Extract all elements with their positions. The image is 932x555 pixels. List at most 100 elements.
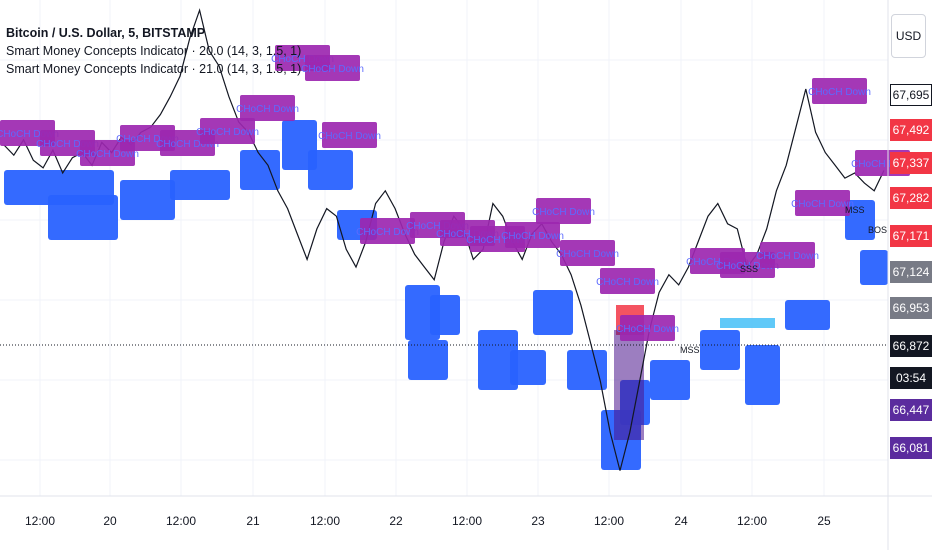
choch-label-box xyxy=(795,190,850,216)
price-axis-label: 67,282 xyxy=(890,187,932,209)
bullish-order-block xyxy=(510,350,546,385)
bullish-order-block xyxy=(430,295,460,335)
choch-label-text: CHoCH Down xyxy=(36,139,99,150)
choch-label-text: CHoCH Down xyxy=(156,139,219,150)
bullish-order-block xyxy=(845,200,875,240)
cyan-zone xyxy=(720,318,775,328)
bullish-order-block xyxy=(567,350,607,390)
choch-label-text: CHoCH Down xyxy=(271,54,334,65)
bullish-order-block xyxy=(120,180,175,220)
bullish-order-block xyxy=(240,150,280,190)
bullish-order-block xyxy=(170,170,230,200)
choch-label-box xyxy=(200,118,255,144)
chart-legend: Bitcoin / U.S. Dollar, 5, BITSTAMP Smart… xyxy=(6,24,301,78)
choch-label-text: CHoCH Down xyxy=(236,104,299,115)
choch-label-box xyxy=(560,240,615,266)
indicator-legend-2[interactable]: Smart Money Concepts Indicator · 21.0 (1… xyxy=(6,62,302,76)
choch-label-box xyxy=(240,95,295,121)
choch-label-text: CHoCH Down xyxy=(716,261,779,272)
choch-down-label: CHoCH Down xyxy=(501,222,564,248)
time-axis-label: 24 xyxy=(674,514,688,528)
choch-label-box xyxy=(760,242,815,268)
choch-down-label: CHoCH Down xyxy=(616,315,679,341)
choch-down-label: CHoCH Down xyxy=(301,55,364,81)
choch-label-box xyxy=(505,222,560,248)
time-axis-label: 20 xyxy=(103,514,117,528)
order-blocks xyxy=(4,120,888,470)
structure-annotation: SSS xyxy=(740,264,758,274)
choch-label-text: CHoCH Down xyxy=(686,257,749,268)
structure-annotation: MSS xyxy=(845,205,865,215)
symbol-title[interactable]: Bitcoin / U.S. Dollar, 5, BITSTAMP xyxy=(6,26,206,40)
choch-label-text: CHoCH Down xyxy=(556,249,619,260)
choch-label-box xyxy=(600,268,655,294)
choch-down-label: CHoCH Down xyxy=(236,95,299,121)
bullish-order-block xyxy=(650,360,690,400)
time-axis-label: 12:00 xyxy=(451,514,483,528)
time-axis-label: 12:00 xyxy=(309,514,341,528)
choch-down-label: CHoCH Down xyxy=(356,218,419,244)
choch-down-label: CHoCH Down xyxy=(791,190,854,216)
choch-label-text: CHoCH Down xyxy=(851,159,914,170)
currency-button[interactable]: USD xyxy=(891,14,926,58)
choch-down-label: CHoCH Down xyxy=(808,78,871,104)
choch-label-text: CHoCH Down xyxy=(301,64,364,75)
structure-annotation: BOS xyxy=(868,225,887,235)
choch-down-label: CHoCH Down xyxy=(196,118,259,144)
bullish-order-block xyxy=(408,340,448,380)
time-axis-label: 23 xyxy=(531,514,545,528)
choch-label-text: CHoCH Down xyxy=(406,221,469,232)
bullish-order-block xyxy=(745,345,780,405)
choch-down-label: CHoCH Down xyxy=(532,198,595,224)
indicator-legend-1[interactable]: Smart Money Concepts Indicator · 20.0 (1… xyxy=(6,44,302,58)
price-axis-label: 66,081 xyxy=(890,437,932,459)
price-axis-label: 67,124 xyxy=(890,261,932,283)
time-axis-label: 12:00 xyxy=(24,514,56,528)
price-axis-label: 67,337 xyxy=(890,152,932,174)
choch-label-text: CHoCH Down xyxy=(501,231,564,242)
choch-label-text: CHoCH Down xyxy=(596,277,659,288)
choch-label-text: CHoCH Down xyxy=(616,324,679,335)
choch-label-text: CHoCH Down xyxy=(116,134,179,145)
choch-label-text: CHoCH Down xyxy=(808,87,871,98)
bullish-order-block xyxy=(308,150,353,190)
time-axis-label: 22 xyxy=(389,514,403,528)
bullish-order-block xyxy=(860,250,888,285)
time-axis-label: 12:00 xyxy=(593,514,625,528)
choch-label-text: CHoCH Down xyxy=(196,127,259,138)
choch-label-text: CHoCH Down xyxy=(756,251,819,262)
time-axis-label: 12:00 xyxy=(736,514,768,528)
choch-label-text: CHoCH Down xyxy=(466,235,529,246)
choch-label-box xyxy=(620,315,675,341)
choch-down-label: CHoCH Down xyxy=(596,268,659,294)
choch-label-text: CHoCH Down xyxy=(532,207,595,218)
time-axis-label: 12:00 xyxy=(165,514,197,528)
price-axis-label: 66,447 xyxy=(890,399,932,421)
choch-label-box xyxy=(360,218,415,244)
bullish-order-block xyxy=(48,195,118,240)
choch-label-text: CHoCH Down xyxy=(356,227,419,238)
choch-label-text: CHoCH Down xyxy=(318,131,381,142)
bullish-order-block xyxy=(700,330,740,370)
choch-label-box xyxy=(536,198,591,224)
choch-label-box xyxy=(305,55,360,81)
choch-label-text: CHoCH Down xyxy=(791,199,854,210)
price-axis-label: 03:54 xyxy=(890,367,932,389)
price-axis-label: 67,171 xyxy=(890,225,932,247)
time-axis-label: 25 xyxy=(817,514,831,528)
choch-label-text: CHoCH Down xyxy=(0,129,59,140)
price-axis-label: 66,953 xyxy=(890,297,932,319)
choch-down-label: CHoCH Down xyxy=(556,240,619,266)
choch-label-box xyxy=(322,122,377,148)
choch-down-label: CHoCH Down xyxy=(318,122,381,148)
bullish-order-block xyxy=(785,300,830,330)
structure-annotation: MSS xyxy=(680,345,700,355)
price-axis-label: 67,695 xyxy=(890,84,932,106)
time-axis-label: 21 xyxy=(246,514,260,528)
price-axis-label: 67,492 xyxy=(890,119,932,141)
choch-label-box xyxy=(812,78,867,104)
choch-label-text: CHoCH Down xyxy=(76,149,139,160)
